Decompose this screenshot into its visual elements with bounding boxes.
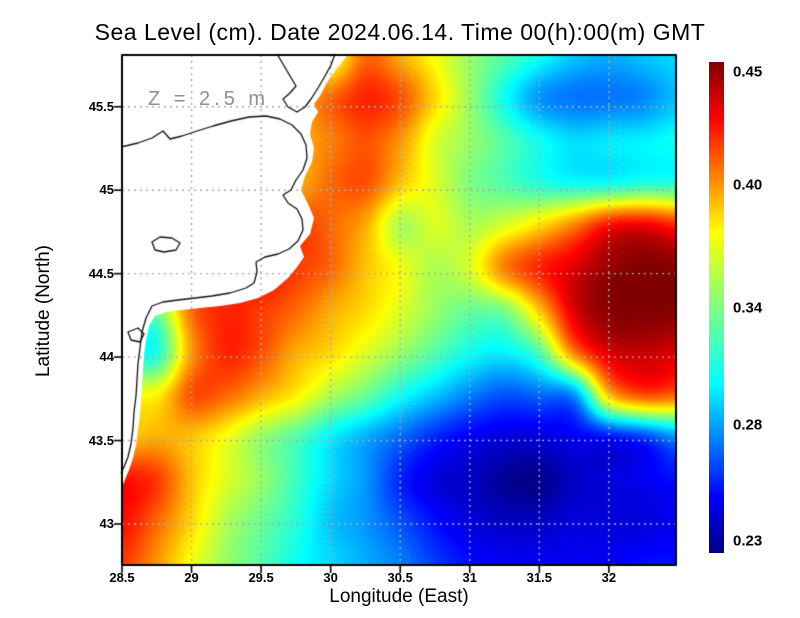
x-tick-label: 29 [184, 570, 199, 585]
colorbar-label: 0.34 [733, 299, 763, 316]
x-tick-label: 30.5 [387, 570, 413, 585]
y-tick-label: 44 [99, 349, 114, 365]
colorbar-label: 0.28 [733, 416, 763, 434]
y-tick-label: 44.5 [88, 265, 114, 281]
colorbar-gradient [709, 62, 724, 553]
depth-annotation: Z = 2.5 m [148, 88, 270, 110]
y-tick-label: 43 [99, 515, 114, 531]
x-tick-label: 31 [462, 570, 477, 585]
y-tick-label: 43.5 [88, 432, 114, 448]
y-tick-label: 45.5 [88, 98, 114, 114]
colorbar-label: 0.45 [733, 63, 763, 81]
x-tick-label: 32 [601, 570, 617, 585]
colorbar-label: 0.40 [733, 176, 763, 194]
y-axis-label: Latitude (North) [33, 245, 54, 378]
x-axis-label: Longitude (East) [329, 586, 469, 607]
x-tick-label: 30 [323, 570, 338, 585]
chart-title: Sea Level (cm). Date 2024.06.14. Time 00… [94, 19, 706, 45]
y-tick-label: 45 [99, 182, 114, 198]
x-tick-label: 28.5 [109, 570, 135, 585]
colorbar-label: 0.23 [733, 532, 763, 550]
x-tick-label: 31.5 [526, 570, 552, 585]
x-tick-label: 29.5 [248, 570, 274, 585]
